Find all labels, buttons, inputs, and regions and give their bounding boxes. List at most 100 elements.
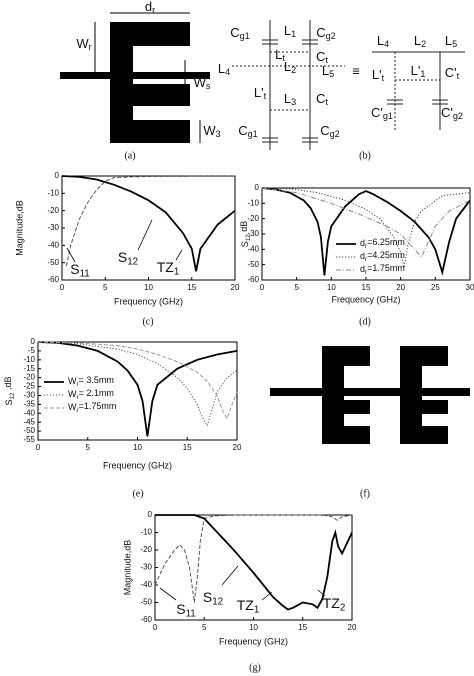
annotation-part: TZ: [323, 595, 341, 611]
legend-label-part: d: [360, 238, 365, 248]
circuit-label: C'g1: [371, 105, 393, 121]
y-axis-label-part: ,dB: [3, 376, 13, 392]
legend-label: Wr=1.75mm: [68, 401, 116, 413]
dimension-label-part: r: [89, 43, 92, 53]
y-tick-label: -5: [28, 346, 36, 355]
y-tick-label: 0: [255, 183, 260, 192]
circuit-label: L3: [284, 91, 296, 107]
annotation-part: 1: [174, 266, 179, 277]
legend-label-part: =1.75mm: [79, 401, 117, 411]
y-axis-label-part: S: [4, 400, 14, 406]
y-tick-label: -10: [140, 528, 152, 537]
circuit-label: ≡: [352, 63, 360, 78]
circuit-label: Cg1: [238, 123, 258, 139]
circuit-label-part: t: [325, 56, 328, 66]
x-axis-label: Frequency (GHz): [219, 636, 288, 646]
circuit-label: C'g2: [441, 105, 463, 121]
x-tick-label: 10: [327, 283, 336, 292]
legend-label-part: r: [365, 243, 367, 250]
circuit-label: C't: [445, 65, 460, 81]
dimension-label: Wr: [76, 36, 91, 52]
circuit-label: Lt: [275, 47, 285, 63]
plot-frame: [261, 187, 471, 281]
annotation-part: S: [118, 249, 127, 265]
annotation-arrow: [261, 591, 273, 601]
circuit-label-part: C': [371, 105, 383, 120]
y-tick-label: -30: [23, 391, 35, 400]
circuit-label-part: L: [218, 61, 225, 76]
circuit-label-part: C': [445, 65, 457, 80]
circuit-label-part: L: [275, 47, 282, 62]
x-tick-label: 20: [233, 443, 242, 452]
circuit-label: L2: [414, 33, 426, 49]
legend-label: Wr= 3.5mm: [68, 375, 114, 387]
circuit-label: L4: [218, 61, 230, 77]
circuit-label-part: 4: [384, 40, 389, 50]
y-tick-label: -50: [140, 598, 152, 607]
legend-label-part: W: [68, 376, 77, 386]
circuit-label-part: g2: [330, 130, 340, 140]
y-tick-label: -40: [47, 240, 59, 249]
x-tick-label: 10: [133, 443, 142, 452]
circuit-label: L'1: [411, 63, 426, 79]
circuit-label: Cg1: [230, 25, 250, 41]
y-tick-label: -50: [47, 258, 59, 267]
x-tick-label: 5: [103, 283, 108, 292]
circuit-label: Cg2: [320, 123, 340, 139]
x-tick-label: 5: [294, 283, 299, 292]
caption: (f): [360, 488, 370, 499]
x-tick-label: 30: [466, 283, 474, 292]
circuit-label-part: L: [284, 91, 291, 106]
annotation: S12: [203, 589, 223, 607]
annotation: S11: [176, 601, 196, 619]
circuit-label-part: 4: [225, 68, 230, 78]
x-axis-label: Frequency (GHz): [331, 294, 400, 304]
circuit-label-part: g2: [326, 32, 336, 42]
legend-label: dr=6.25mm: [360, 237, 405, 249]
y-tick-label: 0: [148, 510, 153, 519]
legend-label-part: r: [77, 407, 79, 414]
annotation-arrow: [221, 565, 239, 586]
circuit-label-part: C: [238, 123, 247, 138]
y-tick-label: -10: [47, 188, 59, 197]
y-axis-label: Magnitude,dB: [122, 540, 132, 596]
y-tick-label: -20: [140, 545, 152, 554]
circuit-label: Ct: [316, 49, 328, 65]
legend-label-part: r: [365, 269, 367, 276]
x-axis-label: Frequency (GHz): [103, 460, 172, 470]
x-tick-label: 15: [187, 283, 196, 292]
legend-label-part: = 2.1mm: [79, 388, 114, 398]
annotation-part: S: [176, 601, 185, 617]
annotation-part: TZ: [237, 597, 255, 613]
circuit-b: [232, 20, 465, 150]
y-tick-label: -20: [23, 373, 35, 382]
annotation-arrow: [175, 249, 183, 261]
x-tick-label: 20: [348, 623, 357, 632]
y-tick-label: -60: [47, 275, 59, 284]
circuit-label-part: C: [316, 25, 325, 40]
caption: (d): [359, 316, 371, 327]
annotation: TZ1: [237, 597, 260, 615]
dimension-label: Ws: [194, 75, 211, 91]
circuit-label: L't: [254, 85, 267, 101]
caption: (e): [132, 488, 143, 499]
circuit-label-part: 5: [452, 40, 457, 50]
y-tick-label: -40: [247, 244, 259, 253]
circuit-label: L1: [284, 23, 296, 39]
circuit-label-part: 1: [420, 70, 425, 80]
annotation-part: 2: [340, 602, 345, 613]
circuit-label-part: L': [372, 67, 382, 82]
legend-label-part: W: [68, 389, 77, 399]
y-tick-label: -25: [23, 382, 35, 391]
chart: 0 5 10 15 20 0 -10 -20 -30 -40 -50 -60 Frequency (GH…: [14, 171, 240, 327]
legend-label-part: = 3.5mm: [79, 375, 114, 385]
x-tick-label: 15: [298, 623, 307, 632]
series-line: [261, 187, 471, 276]
annotation-part: 11: [80, 268, 90, 279]
circuit-label-part: t: [264, 92, 267, 102]
series-line: [261, 187, 471, 258]
caption: (b): [359, 150, 371, 161]
circuit-label: L5: [322, 63, 334, 79]
chart: 0 5 10 15 20 0 -10 -20 -30 -40 -50 -60 Frequency (GH…: [122, 510, 357, 673]
y-axis-label-part: S: [240, 241, 250, 247]
